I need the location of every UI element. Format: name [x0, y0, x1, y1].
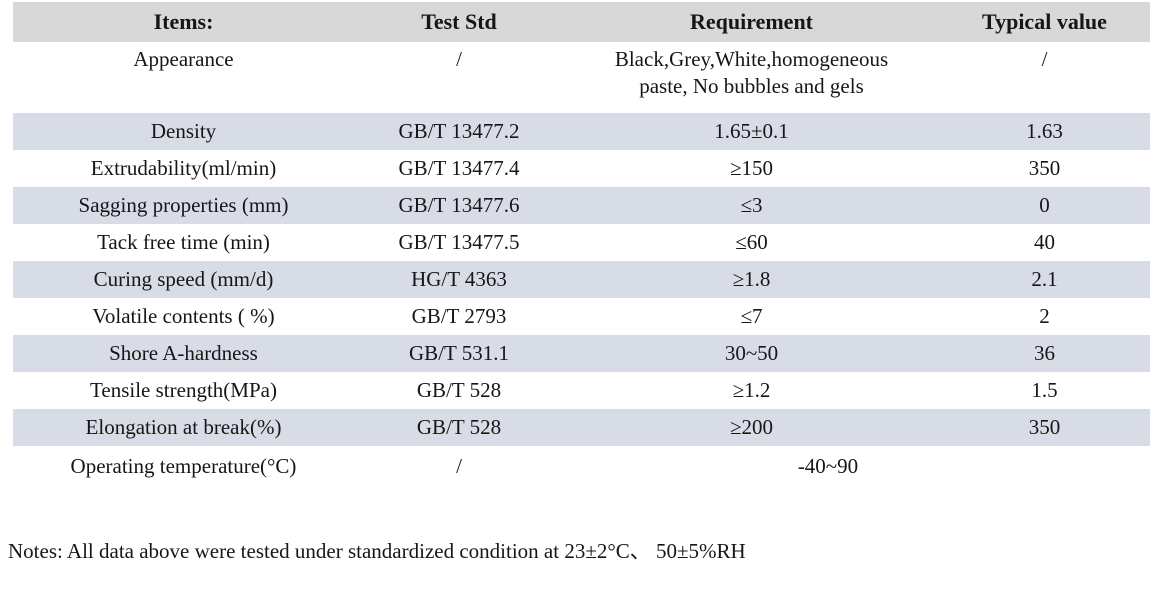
cell: GB/T 13477.5 — [398, 229, 520, 254]
cell: 1.5 — [1031, 377, 1058, 402]
table-row: Tack free time (min) GB/T 13477.5 ≤60 40 — [13, 224, 1150, 261]
cell: Volatile contents ( %) — [92, 303, 275, 328]
cell: Curing speed (mm/d) — [13, 261, 354, 298]
cell: 36 — [939, 335, 1150, 372]
cell: Appearance — [133, 47, 234, 71]
cell: ≤3 — [564, 187, 939, 224]
cell: ≥150 — [729, 155, 774, 180]
cell: Shore A-hardness — [13, 335, 354, 372]
cell: 30~50 — [564, 335, 939, 372]
table-row: Appearance / Black,Grey,White,homogeneous … — [13, 42, 1150, 113]
table-row: Elongation at break(%) GB/T 528 ≥200 350 — [13, 409, 1150, 446]
cell: Elongation at break(%) — [13, 409, 354, 446]
table-row: Tensile strength(MPa) GB/T 528 ≥1.2 1.5 — [13, 372, 1150, 409]
cell: ≥200 — [564, 409, 939, 446]
cell: -40~90 — [797, 454, 859, 479]
table-row: Shore A-hardness GB/T 531.1 30~50 36 — [13, 335, 1150, 372]
cell: GB/T 13477.2 — [354, 113, 564, 150]
cell: GB/T 528 — [416, 377, 502, 402]
table-row: Extrudability(ml/min) GB/T 13477.4 ≥150 350 — [13, 150, 1150, 187]
table-row: Operating temperature(°C) / -40~90 — [13, 446, 1150, 488]
cell: 2.1 — [939, 261, 1150, 298]
spec-table: Items: Test Std Requirement Typical value A… — [13, 2, 1150, 488]
cell: Sagging properties (mm) — [13, 187, 354, 224]
table-header: Items: Test Std Requirement Typical value — [13, 2, 1150, 42]
table-row: Volatile contents ( %) GB/T 2793 ≤7 2 — [13, 298, 1150, 335]
cell: 1.65±0.1 — [564, 113, 939, 150]
cell: 2 — [1039, 303, 1050, 328]
cell: GB/T 13477.4 — [398, 155, 520, 180]
cell: / — [1041, 47, 1048, 71]
table-row: Sagging properties (mm) GB/T 13477.6 ≤3 0 — [13, 187, 1150, 224]
cell: 40 — [1034, 229, 1055, 254]
header-row: Items: Test Std Requirement Typical value — [13, 2, 1150, 42]
cell: ≤60 — [735, 229, 768, 254]
cell: / — [456, 454, 462, 479]
cell: Operating temperature(°C) — [70, 454, 297, 479]
cell: GB/T 2793 — [411, 303, 507, 328]
column-header-2: Test Std — [354, 2, 564, 42]
table-row: Curing speed (mm/d) HG/T 4363 ≥1.8 2.1 — [13, 261, 1150, 298]
cell: Tensile strength(MPa) — [90, 377, 277, 402]
cell: ≥1.2 — [732, 377, 771, 402]
notes-text: Notes: All data above were tested under … — [8, 539, 746, 563]
cell: ≥1.8 — [564, 261, 939, 298]
cell: GB/T 528 — [354, 409, 564, 446]
cell: 350 — [1028, 155, 1061, 180]
cell: Black,Grey,White,homogeneous paste, No b… — [614, 47, 889, 99]
table-row: Density GB/T 13477.2 1.65±0.1 1.63 — [13, 113, 1150, 150]
column-header-1: Items: — [13, 2, 354, 42]
column-header-4: Typical value — [939, 2, 1150, 42]
cell: Tack free time (min) — [97, 229, 270, 254]
column-header-3: Requirement — [564, 2, 939, 42]
cell: Density — [13, 113, 354, 150]
cell: GB/T 531.1 — [354, 335, 564, 372]
cell: 1.63 — [939, 113, 1150, 150]
cell: Extrudability(ml/min) — [90, 155, 277, 180]
cell: / — [456, 47, 462, 71]
table-body: Appearance / Black,Grey,White,homogeneous … — [13, 42, 1150, 488]
cell: HG/T 4363 — [354, 261, 564, 298]
cell: ≤7 — [740, 303, 763, 328]
cell: GB/T 13477.6 — [354, 187, 564, 224]
cell: 350 — [939, 409, 1150, 446]
cell: 0 — [939, 187, 1150, 224]
